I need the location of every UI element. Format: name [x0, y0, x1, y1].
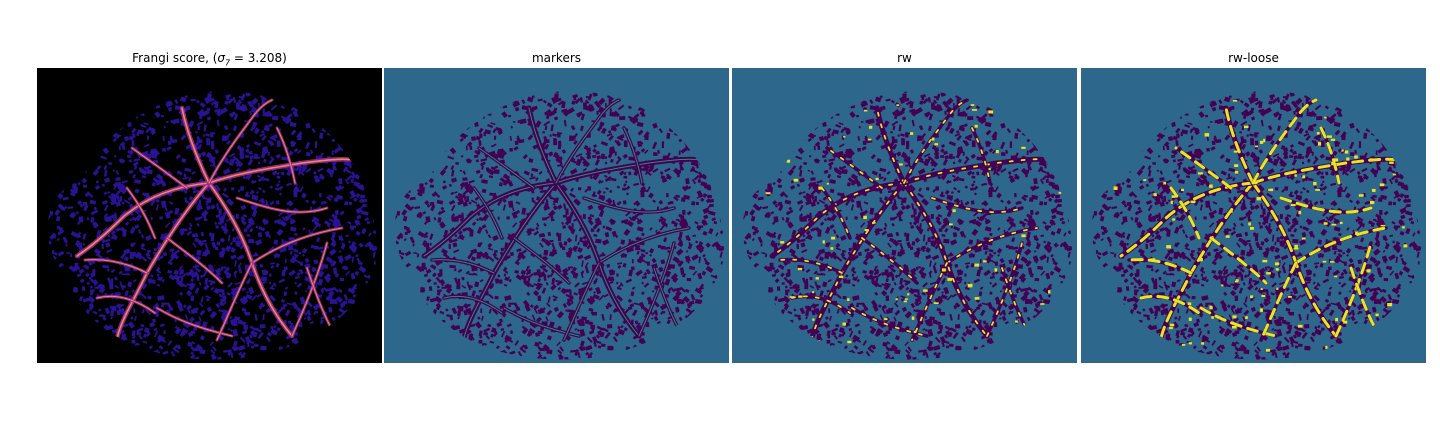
rw-image	[732, 68, 1077, 363]
panel-rw-loose	[1081, 68, 1426, 363]
panel-frangi	[37, 68, 382, 363]
rw-loose-image	[1081, 68, 1426, 363]
markers-image	[384, 68, 729, 363]
panel-title-markers: markers	[531, 51, 582, 65]
panel-title-rw: rw	[897, 51, 912, 65]
retina-image	[48, 91, 377, 360]
panel-title-frangi: Frangi score, (σ7 = 3.208)	[132, 51, 287, 68]
panel-markers	[384, 68, 729, 363]
panel-rw	[732, 68, 1077, 363]
panel-title-rw-loose: rw-loose	[1228, 51, 1279, 65]
frangi-image	[37, 68, 382, 363]
